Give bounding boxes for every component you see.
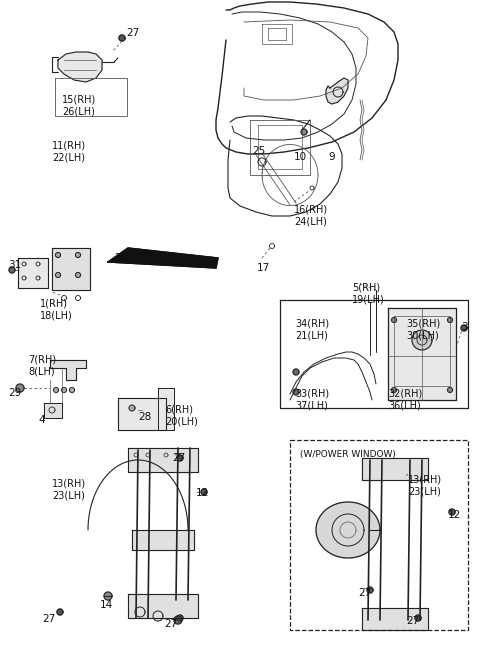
Text: 11(RH): 11(RH) — [52, 140, 86, 150]
Text: 5(RH): 5(RH) — [352, 283, 380, 293]
Text: 27: 27 — [358, 588, 371, 598]
Text: 33(RH): 33(RH) — [295, 388, 329, 398]
Polygon shape — [447, 388, 453, 392]
Text: 19(LH): 19(LH) — [352, 295, 385, 305]
Polygon shape — [362, 608, 428, 630]
Text: 30(LH): 30(LH) — [406, 330, 439, 340]
Text: 21(LH): 21(LH) — [295, 330, 328, 340]
Polygon shape — [326, 78, 348, 104]
Polygon shape — [158, 388, 174, 430]
Text: 14: 14 — [100, 600, 113, 610]
Polygon shape — [44, 403, 62, 418]
Text: 13(RH): 13(RH) — [52, 478, 86, 488]
Polygon shape — [50, 360, 86, 380]
Text: 34(RH): 34(RH) — [295, 318, 329, 328]
Text: 3: 3 — [461, 322, 468, 332]
Polygon shape — [135, 607, 145, 617]
Polygon shape — [16, 384, 24, 392]
Text: 10: 10 — [294, 152, 307, 162]
Polygon shape — [301, 129, 307, 135]
Polygon shape — [57, 609, 63, 615]
Polygon shape — [412, 330, 432, 350]
Polygon shape — [9, 267, 15, 273]
Polygon shape — [58, 52, 102, 82]
Polygon shape — [70, 388, 74, 392]
Polygon shape — [153, 611, 163, 621]
Polygon shape — [449, 509, 455, 515]
Text: 27: 27 — [406, 616, 419, 626]
Polygon shape — [367, 587, 373, 593]
Text: 27: 27 — [172, 453, 185, 463]
Polygon shape — [293, 369, 299, 375]
Text: 32(RH): 32(RH) — [388, 388, 422, 398]
Text: 27: 27 — [42, 614, 55, 624]
Text: 9: 9 — [328, 152, 335, 162]
Text: 28: 28 — [138, 412, 151, 422]
Text: 13(RH): 13(RH) — [408, 474, 442, 484]
Polygon shape — [128, 448, 198, 472]
Text: 18(LH): 18(LH) — [40, 310, 73, 320]
Polygon shape — [461, 325, 467, 331]
Text: 15(RH): 15(RH) — [62, 95, 96, 105]
Polygon shape — [18, 258, 48, 288]
Polygon shape — [56, 252, 60, 258]
Polygon shape — [129, 405, 135, 411]
Polygon shape — [132, 530, 194, 550]
Text: 27: 27 — [164, 619, 177, 629]
Polygon shape — [119, 35, 125, 41]
Polygon shape — [392, 388, 396, 392]
Polygon shape — [128, 594, 198, 618]
Text: 22(LH): 22(LH) — [52, 152, 85, 162]
Polygon shape — [415, 615, 421, 621]
Polygon shape — [392, 317, 396, 323]
Text: 36(LH): 36(LH) — [388, 400, 421, 410]
Polygon shape — [293, 389, 299, 395]
Polygon shape — [53, 388, 59, 392]
Text: 16(RH): 16(RH) — [294, 204, 328, 214]
Polygon shape — [75, 252, 81, 258]
Text: 24(LH): 24(LH) — [294, 216, 327, 226]
Text: 12: 12 — [448, 510, 461, 520]
Text: 35(RH): 35(RH) — [406, 318, 440, 328]
Text: 7(RH): 7(RH) — [28, 355, 56, 365]
Polygon shape — [108, 248, 218, 268]
Text: (W/POWER WINDOW): (W/POWER WINDOW) — [300, 450, 396, 459]
Text: 37(LH): 37(LH) — [295, 400, 328, 410]
Polygon shape — [52, 248, 90, 290]
Text: 20(LH): 20(LH) — [165, 417, 198, 427]
Polygon shape — [177, 455, 183, 461]
Polygon shape — [316, 502, 380, 558]
Text: 17: 17 — [257, 263, 270, 273]
Text: 1(RH): 1(RH) — [40, 298, 68, 308]
Text: 4: 4 — [38, 415, 45, 425]
Polygon shape — [201, 489, 207, 495]
Text: 26(LH): 26(LH) — [62, 107, 95, 117]
Polygon shape — [447, 317, 453, 323]
Text: 23(LH): 23(LH) — [408, 486, 441, 496]
Polygon shape — [61, 388, 67, 392]
Text: 27: 27 — [126, 28, 139, 38]
Polygon shape — [362, 458, 428, 480]
Polygon shape — [118, 398, 166, 430]
Polygon shape — [56, 272, 60, 278]
Text: 2: 2 — [114, 253, 120, 263]
Text: 8(LH): 8(LH) — [28, 367, 55, 377]
Polygon shape — [388, 308, 456, 400]
Text: 31: 31 — [8, 260, 21, 270]
Polygon shape — [75, 272, 81, 278]
Text: 6(RH): 6(RH) — [165, 405, 193, 415]
Text: 29: 29 — [8, 388, 21, 398]
Text: 25: 25 — [252, 146, 265, 156]
Polygon shape — [104, 592, 112, 600]
Text: 23(LH): 23(LH) — [52, 490, 85, 500]
Polygon shape — [174, 616, 182, 624]
Polygon shape — [177, 615, 183, 621]
Text: 12: 12 — [196, 488, 209, 498]
